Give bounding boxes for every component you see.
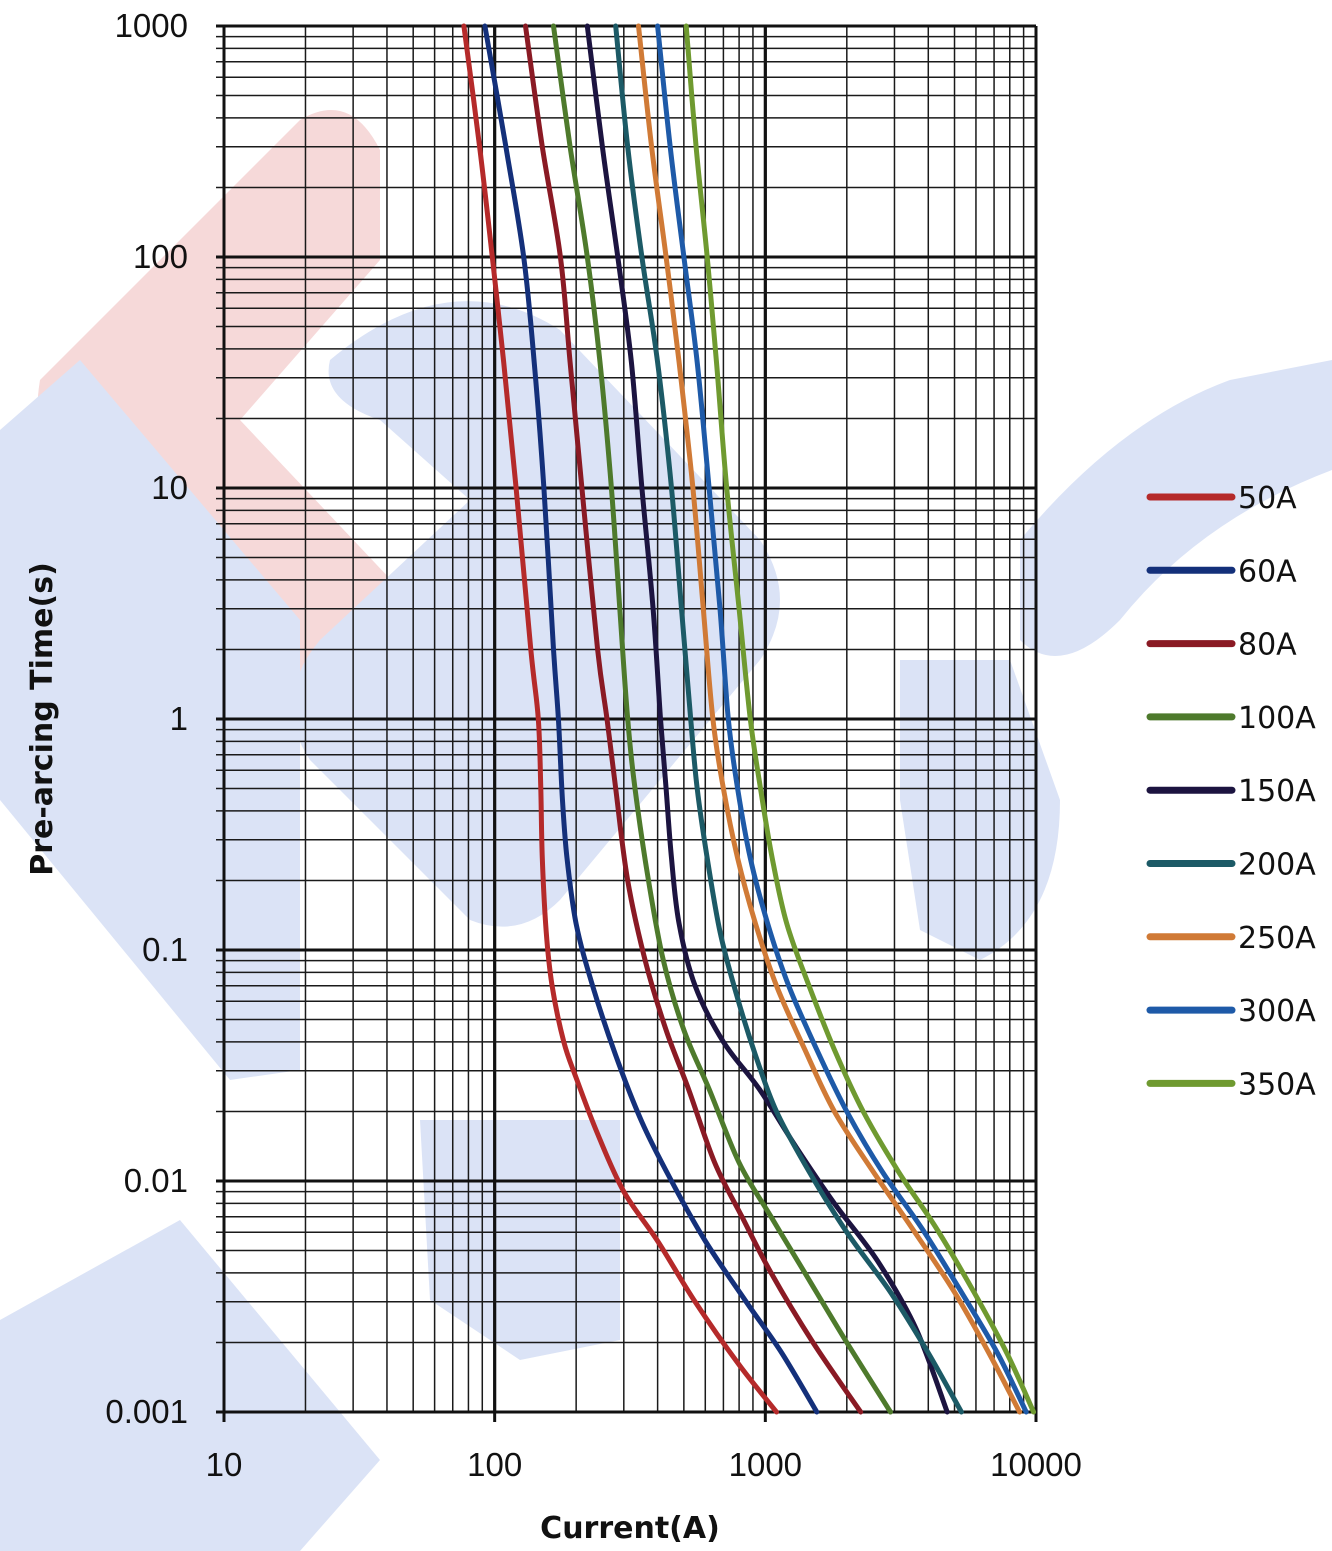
- y-tick-label: 1000: [115, 7, 188, 44]
- y-tick-labels: 1000 100 10 1 0.1 0.01 0.001: [105, 7, 188, 1430]
- legend-label: 60A: [1238, 554, 1297, 589]
- x-tick-label: 10: [206, 1446, 243, 1483]
- y-tick-label: 0.001: [105, 1393, 188, 1430]
- x-tick-label: 10000: [990, 1446, 1082, 1483]
- legend: 50A 60A 80A 100A 150A 200A 250A 300A 350A: [1146, 481, 1316, 1102]
- series-line-300A: [655, 23, 1029, 1415]
- x-tick-label: 100: [467, 1446, 522, 1483]
- legend-item: 60A: [1146, 554, 1297, 589]
- legend-item: 80A: [1146, 628, 1297, 663]
- x-tick-label: 1000: [729, 1446, 802, 1483]
- y-tick-label: 0.01: [124, 1162, 188, 1199]
- legend-item: 350A: [1146, 1067, 1316, 1102]
- legend-label: 100A: [1238, 701, 1316, 736]
- series-line-100A: [551, 23, 893, 1415]
- series-line-350A: [683, 23, 1037, 1415]
- series-line-60A: [482, 23, 820, 1415]
- x-tick-labels: 10 100 1000 10000: [206, 1446, 1082, 1483]
- series-line-250A: [636, 23, 1023, 1415]
- y-tick-label: 1: [170, 700, 188, 737]
- legend-label: 300A: [1238, 994, 1316, 1029]
- legend-label: 350A: [1238, 1067, 1316, 1102]
- legend-item: 50A: [1146, 481, 1297, 516]
- legend-label: 150A: [1238, 774, 1316, 809]
- legend-label: 50A: [1238, 481, 1297, 516]
- series-line-50A: [461, 23, 779, 1415]
- series-line-200A: [613, 23, 964, 1415]
- legend-item: 250A: [1146, 921, 1316, 956]
- legend-item: 150A: [1146, 774, 1316, 809]
- y-tick-label: 0.1: [142, 931, 188, 968]
- y-tick-label: 100: [133, 238, 188, 275]
- series-line-80A: [523, 23, 864, 1415]
- y-axis-label: Pre-arcing Time(s): [25, 562, 60, 876]
- legend-item: 300A: [1146, 994, 1316, 1029]
- legend-label: 80A: [1238, 628, 1297, 663]
- series-line-150A: [584, 23, 950, 1415]
- grid: [216, 24, 1038, 1422]
- x-axis-label: Current(A): [540, 1511, 720, 1546]
- legend-label: 250A: [1238, 921, 1316, 956]
- legend-label: 200A: [1238, 848, 1316, 883]
- curves: [461, 23, 1037, 1415]
- y-tick-label: 10: [151, 469, 188, 506]
- legend-item: 200A: [1146, 848, 1316, 883]
- legend-item: 100A: [1146, 701, 1316, 736]
